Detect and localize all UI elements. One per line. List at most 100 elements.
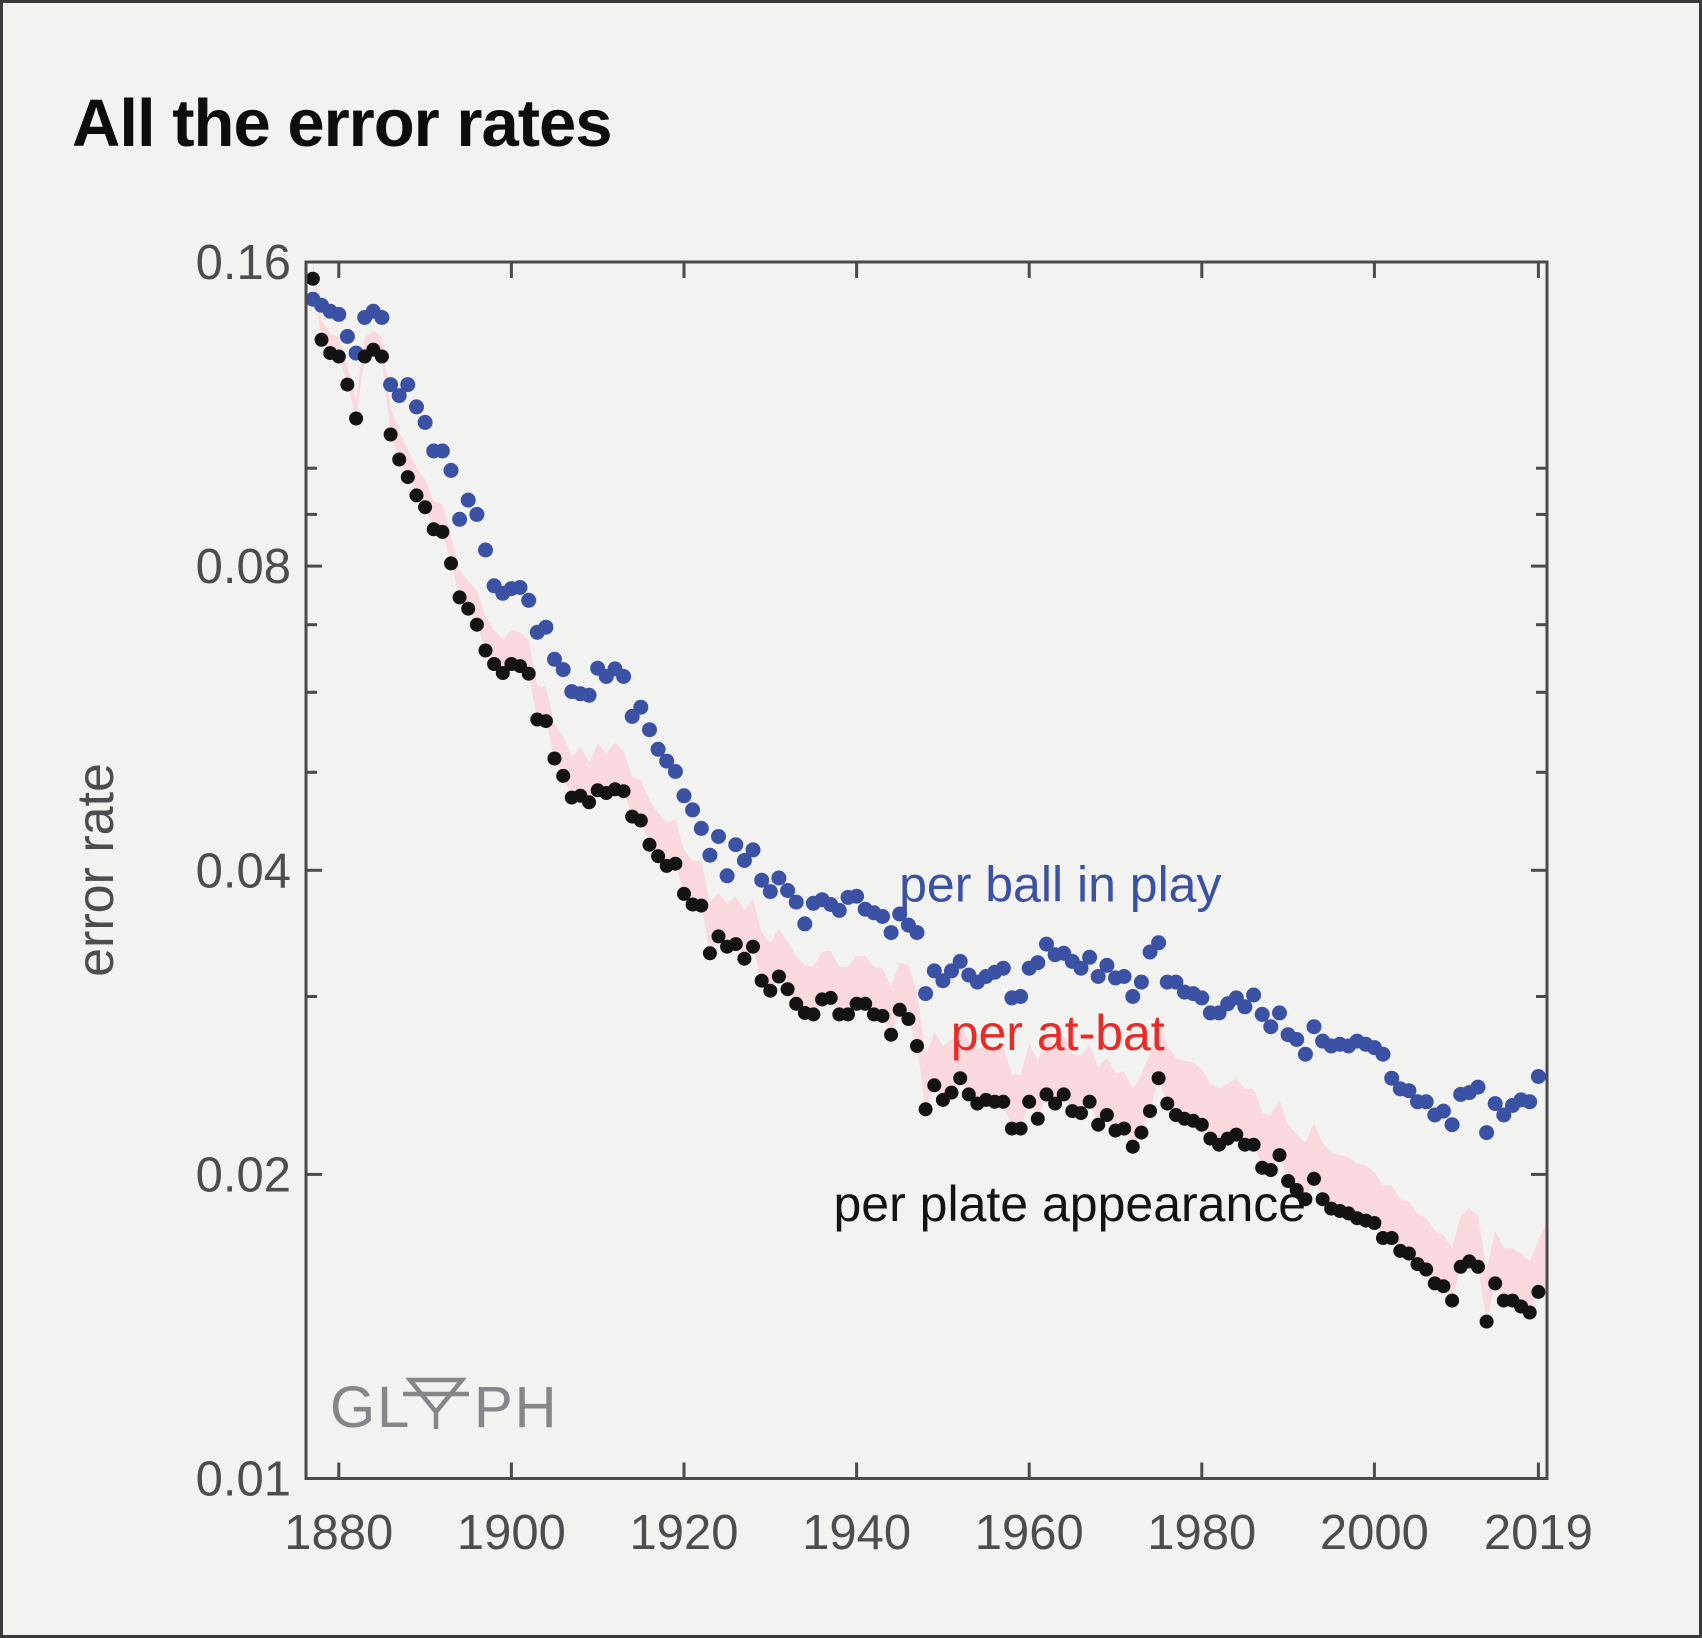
x-tick-label: 1940 <box>802 1506 911 1560</box>
plate-appearance-dot <box>461 601 476 616</box>
plate-appearance-dot <box>478 643 493 658</box>
y-tick-label: 0.08 <box>196 540 291 594</box>
plate-appearance-dot <box>1143 1104 1157 1119</box>
plate-appearance-dot <box>1134 1125 1149 1140</box>
ball-in-play-dot <box>547 651 562 667</box>
plate-appearance-dot <box>1272 1148 1287 1163</box>
ball-in-play-dot <box>659 753 675 769</box>
glyph-watermark: GL PH <box>330 1375 559 1440</box>
plate-appearance-dot <box>1281 1174 1296 1188</box>
ball-in-play-dot <box>478 542 493 558</box>
ball-in-play-dot <box>754 872 770 888</box>
plate-appearance-dot <box>1307 1171 1321 1186</box>
ball-in-play-dot <box>849 888 865 904</box>
ball-in-play-dot <box>1168 974 1184 990</box>
plate-appearance-dot <box>806 1007 821 1022</box>
ball-in-play-dot <box>1530 1069 1546 1084</box>
ball-in-play-dot <box>383 377 399 393</box>
plate-appearance-dot <box>1488 1276 1503 1291</box>
ball-in-play-dot <box>1030 955 1046 971</box>
ball-in-play-dot <box>616 669 632 684</box>
ball-in-play-dot <box>521 592 537 608</box>
plate-appearance-dot <box>1048 1096 1063 1111</box>
plate-appearance-dot <box>1384 1231 1399 1245</box>
ball-in-play-dot <box>944 963 959 979</box>
plate-appearance-dot <box>746 939 760 954</box>
plate-appearance-dot <box>1289 1183 1304 1197</box>
ball-in-play-dot <box>1194 990 1210 1006</box>
plate-appearance-dot <box>331 349 346 364</box>
ball-in-play-dot <box>1133 974 1149 990</box>
plate-appearance-dot <box>875 1008 890 1023</box>
series-labels: per ball in play per at-bat per plate appe… <box>834 857 1307 1232</box>
plate-appearance-dot <box>633 813 648 828</box>
plate-appearance-dot <box>737 951 752 966</box>
plate-appearance-dot <box>374 349 389 364</box>
x-tick-label: 1980 <box>1147 1506 1256 1560</box>
y-tick-label: 0.04 <box>196 844 291 898</box>
plate-appearance-dot <box>383 427 398 442</box>
ball-in-play-dot <box>1289 1032 1305 1047</box>
plate-appearance-dot <box>1194 1117 1209 1132</box>
ball-in-play-dot <box>952 953 968 969</box>
ball-in-play-dot <box>702 847 718 863</box>
plate-appearance-dot <box>1229 1127 1244 1142</box>
plate-appearance-dot <box>789 996 804 1011</box>
ball-in-play-dot <box>892 906 908 922</box>
y-axis-title: error rate <box>67 763 125 977</box>
plate-appearance-dot <box>763 983 778 998</box>
ball-in-play-dot <box>1401 1083 1417 1099</box>
ball-in-play-dot <box>771 870 787 886</box>
ball-in-play-dot <box>512 580 528 595</box>
ball-in-play-dot <box>1116 969 1132 984</box>
plate-appearance-dot <box>521 666 536 681</box>
y-tick-labels: 0.16 0.08 0.04 0.02 0.01 <box>196 236 291 1507</box>
watermark-text-right: PH <box>474 1375 559 1440</box>
ball-in-play-dot <box>1263 1019 1279 1035</box>
ball-in-play-dot <box>797 916 813 932</box>
ball-in-play-dot <box>780 883 796 898</box>
plate-appearance-dot <box>1117 1121 1132 1136</box>
plate-appearance-dot <box>728 937 743 952</box>
ball-in-play-dot <box>1013 989 1029 1004</box>
ball-in-play-dot <box>1254 1006 1270 1022</box>
plate-appearance-dot <box>1022 1094 1037 1109</box>
ball-in-play-dot <box>469 506 485 522</box>
ball-in-play-dot <box>633 699 649 715</box>
plate-appearance-dot <box>435 524 450 539</box>
plate-appearance-dot <box>444 556 458 571</box>
ball-in-play-dot <box>443 462 459 478</box>
ball-in-play-dot <box>452 511 468 527</box>
ball-in-play-dot <box>909 925 925 941</box>
axis-ticks <box>306 260 1547 1480</box>
plate-appearance-dot <box>694 898 709 913</box>
ball-in-play-dot <box>1306 1019 1322 1035</box>
plate-appearance-dot <box>1531 1284 1546 1299</box>
ball-in-play-dot <box>1246 987 1262 1003</box>
ball-in-play-dot <box>1418 1094 1434 1110</box>
ball-in-play-dot <box>434 443 450 459</box>
plate-appearance-dot <box>1056 1087 1071 1102</box>
ball-in-play-dot <box>642 722 657 738</box>
plate-appearance-dot <box>841 1007 855 1022</box>
x-tick-label: 1900 <box>457 1506 566 1560</box>
ball-in-play-dot <box>1272 1005 1287 1021</box>
plate-appearance-dot <box>547 751 562 766</box>
ball-in-play-dot <box>1082 949 1098 965</box>
plate-appearance-dot <box>400 470 415 485</box>
plate-appearance-dot <box>1013 1121 1028 1136</box>
plate-appearance-dot <box>1263 1163 1278 1177</box>
ball-in-play-dot <box>883 925 899 941</box>
series-label-per-at-bat: per at-bat <box>951 1005 1165 1061</box>
series-label-per-plate-appearance: per plate appearance <box>834 1176 1307 1232</box>
plate-appearance-dot <box>495 666 510 680</box>
plate-appearance-dot <box>1099 1108 1114 1122</box>
ball-in-play-dot <box>1522 1094 1538 1110</box>
plate-appearance-dot <box>771 969 786 984</box>
x-tick-label: 2000 <box>1320 1506 1429 1560</box>
ball-in-play-dot <box>711 829 726 844</box>
plate-appearance-dot <box>409 488 424 503</box>
